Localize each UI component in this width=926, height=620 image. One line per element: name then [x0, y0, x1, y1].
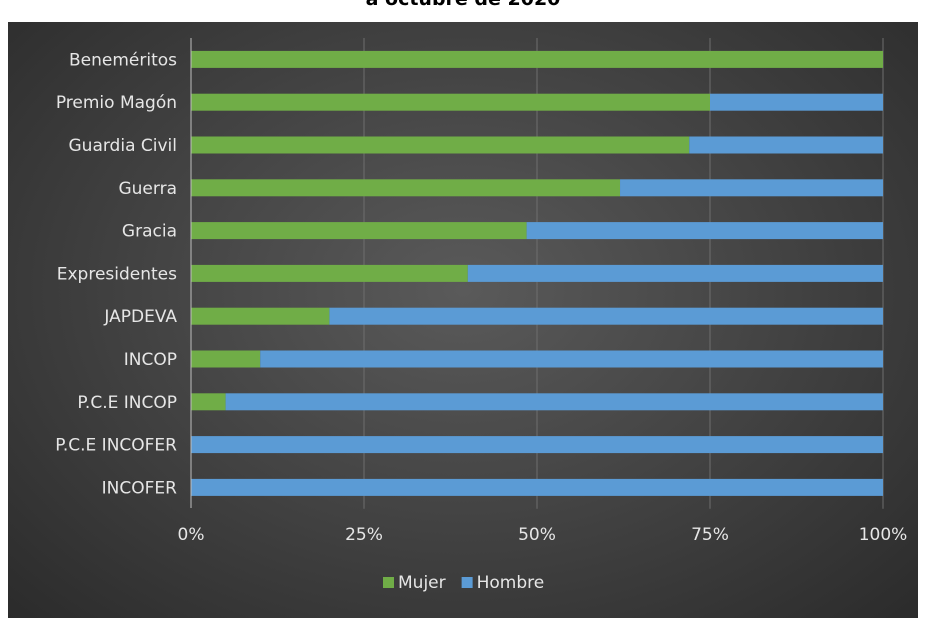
- category-label: Gracia: [122, 222, 177, 242]
- category-label: INCOP: [124, 350, 177, 370]
- chart-panel: Beneméritos Premio Magón Guardia Civil Guer…: [8, 22, 918, 618]
- category-labels: Beneméritos Premio Magón Guardia Civil Guer…: [55, 50, 177, 498]
- category-label: Beneméritos: [69, 50, 177, 70]
- bar-hombre: [526, 222, 883, 240]
- legend: Mujer Hombre: [383, 573, 544, 593]
- category-label: JAPDEVA: [103, 307, 177, 327]
- x-tick-label: 0%: [178, 525, 205, 545]
- bar-mujer: [191, 350, 261, 368]
- bar-mujer: [191, 179, 621, 197]
- category-label: Premio Magón: [56, 93, 177, 113]
- bar-hombre: [710, 93, 883, 111]
- bars: [191, 50, 884, 496]
- category-label: P.C.E INCOFER: [55, 436, 177, 456]
- category-label: Guerra: [118, 179, 177, 199]
- category-label: INCOFER: [102, 478, 178, 498]
- bar-hombre: [467, 264, 883, 282]
- x-tick-label: 100%: [859, 525, 908, 545]
- bar-mujer: [191, 307, 330, 325]
- x-tick-label: 25%: [345, 525, 383, 545]
- bar-chart: Beneméritos Premio Magón Guardia Civil Guer…: [55, 38, 908, 593]
- x-tick-label: 50%: [518, 525, 556, 545]
- category-label: Expresidentes: [57, 264, 177, 284]
- bar-hombre: [260, 350, 883, 368]
- bar-mujer: [191, 264, 468, 282]
- bar-mujer: [191, 136, 690, 154]
- legend-swatch-mujer: [383, 577, 394, 588]
- x-tick-labels: 0% 25% 50% 75% 100%: [178, 525, 908, 545]
- category-label: P.C.E INCOP: [77, 393, 177, 413]
- bar-mujer: [191, 93, 710, 111]
- bar-hombre: [689, 136, 883, 154]
- bar-hombre: [620, 179, 883, 197]
- bar-mujer: [191, 393, 226, 411]
- bar-hombre: [191, 436, 883, 454]
- bar-mujer: [191, 222, 527, 240]
- bar-mujer: [191, 50, 883, 68]
- legend-swatch-hombre: [461, 577, 473, 588]
- chart-title: a octubre de 2020: [0, 0, 926, 10]
- x-tick-label: 75%: [691, 525, 729, 545]
- legend-label-mujer: Mujer: [398, 573, 446, 593]
- legend-label-hombre: Hombre: [477, 573, 545, 593]
- category-label: Guardia Civil: [69, 136, 178, 156]
- bar-hombre: [225, 393, 884, 411]
- bar-hombre: [329, 307, 883, 325]
- bar-hombre: [191, 478, 883, 496]
